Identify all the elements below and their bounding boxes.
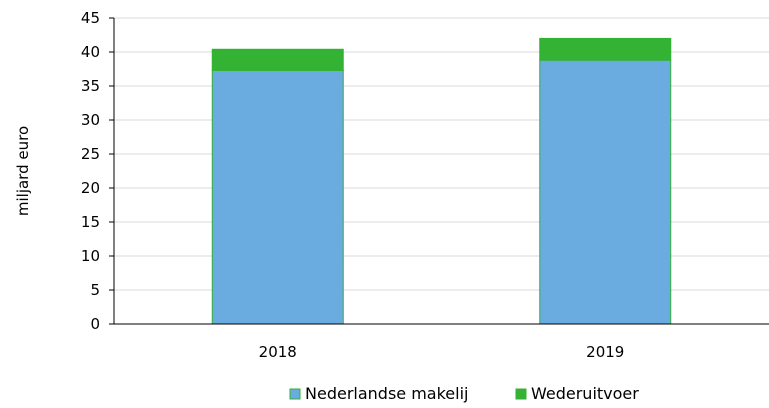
y-tick-label: 0 bbox=[90, 315, 100, 333]
bar-segment-nederlandse-makelij-2018 bbox=[211, 69, 344, 325]
legend: Nederlandse makelij Wederuitvoer bbox=[289, 384, 639, 403]
y-tick-label: 35 bbox=[81, 77, 100, 95]
y-tick-label: 40 bbox=[81, 43, 100, 61]
y-tick-label: 15 bbox=[81, 213, 100, 231]
y-tick-label: 30 bbox=[81, 111, 100, 129]
legend-swatch bbox=[289, 388, 301, 400]
x-tick-labels: 2018 2019 bbox=[259, 343, 625, 361]
x-tick-label: 2019 bbox=[586, 343, 624, 361]
y-tick-label: 20 bbox=[81, 179, 100, 197]
y-tick-label: 45 bbox=[81, 9, 100, 27]
y-tick-label: 25 bbox=[81, 145, 100, 163]
bars bbox=[211, 37, 672, 325]
y-tick-label: 5 bbox=[90, 281, 100, 299]
legend-swatch bbox=[515, 388, 527, 400]
legend-label: Wederuitvoer bbox=[531, 384, 639, 403]
legend-label: Nederlandse makelij bbox=[305, 384, 468, 403]
y-axis-label: miljard euro bbox=[14, 126, 32, 216]
axes bbox=[109, 17, 769, 325]
y-tick-label: 10 bbox=[81, 247, 100, 265]
bar-segment-nederlandse-makelij-2019 bbox=[539, 59, 672, 325]
x-tick-label: 2018 bbox=[259, 343, 297, 361]
y-tick-labels: 0 5 10 15 20 25 30 35 40 45 bbox=[81, 9, 100, 333]
bar-segment-wederuitvoer-2019 bbox=[539, 37, 672, 61]
bar-segment-wederuitvoer-2018 bbox=[211, 48, 344, 71]
